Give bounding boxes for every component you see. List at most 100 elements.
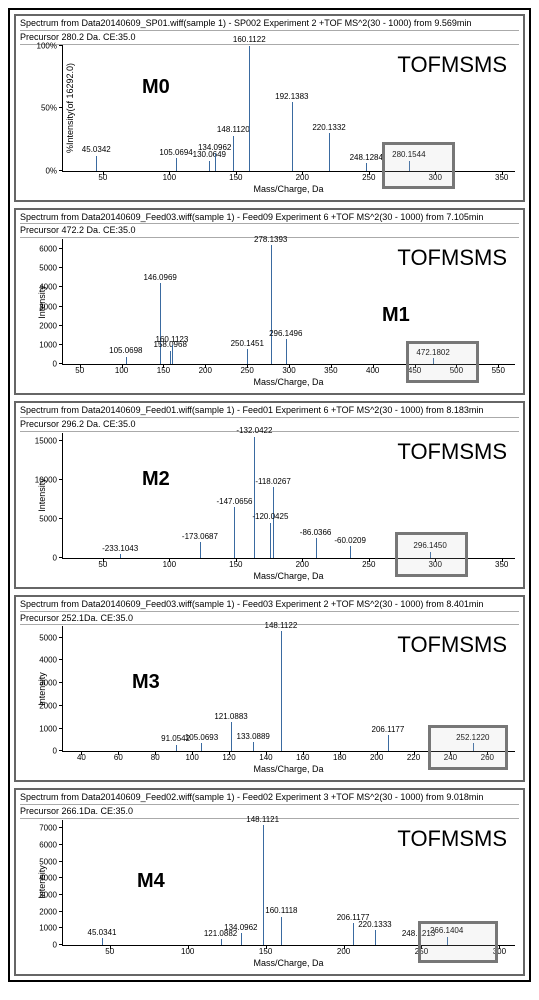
x-tick-label: 50 <box>75 366 84 375</box>
x-tick-label: 60 <box>114 753 123 762</box>
x-tick-label: 300 <box>493 947 506 956</box>
peak-label: 105.0698 <box>109 346 142 355</box>
peak-label: -60.0209 <box>334 536 366 545</box>
spectrum-panel-m3: Spectrum from Data20140609_Feed03.wiff(s… <box>14 595 525 783</box>
spectrum-peak <box>209 161 210 171</box>
y-tick-label: 1000 <box>39 724 57 733</box>
peak-label: 45.0341 <box>88 928 117 937</box>
y-tick-label: 1000 <box>39 340 57 349</box>
spectrum-peak <box>375 930 376 945</box>
spectrum-peak <box>281 917 282 945</box>
x-tick-label: 100 <box>163 560 176 569</box>
spectrum-peak <box>271 245 272 364</box>
x-tick-label: 550 <box>492 366 505 375</box>
x-tick-label: 80 <box>151 753 160 762</box>
x-tick-label: 240 <box>444 753 457 762</box>
spectrum-panel-m1: Spectrum from Data20140609_Feed03.wiff(s… <box>14 208 525 396</box>
x-axis-label: Mass/Charge, Da <box>253 571 323 581</box>
x-tick-label: 200 <box>337 947 350 956</box>
spectrum-peak <box>329 133 330 171</box>
panel-header-line1: Spectrum from Data20140609_Feed02.wiff(s… <box>20 792 519 805</box>
spectrum-panel-m4: Spectrum from Data20140609_Feed02.wiff(s… <box>14 788 525 976</box>
precursor-highlight-box <box>395 532 467 577</box>
x-tick-label: 150 <box>157 366 170 375</box>
y-tick-label: 2000 <box>39 321 57 330</box>
plot-region: Intensity0100020003000400050006000700050… <box>62 820 515 946</box>
spectrum-peak <box>254 437 255 558</box>
spectrum-peak <box>353 923 354 945</box>
peak-label: 133.0889 <box>237 732 270 741</box>
x-tick-label: 150 <box>259 947 272 956</box>
panel-header-line2: Precursor 280.2 Da. CE:35.0 <box>20 32 519 45</box>
peak-label: 45.0342 <box>82 145 111 154</box>
x-tick-label: 100 <box>185 753 198 762</box>
x-tick-label: 150 <box>229 173 242 182</box>
peak-label: 160.1118 <box>265 906 297 915</box>
x-tick-label: 260 <box>481 753 494 762</box>
peak-label: 206.1177 <box>372 725 405 734</box>
y-tick-label: 5000 <box>39 633 57 642</box>
peak-label: 160.1122 <box>233 35 266 44</box>
spectrum-peak <box>176 745 177 752</box>
chart-area: TOFMSMSM3Intensity0100020003000400050004… <box>62 626 515 776</box>
spectrum-peak <box>176 158 177 171</box>
x-tick-label: 300 <box>282 366 295 375</box>
peak-label: -132.0422 <box>236 426 272 435</box>
precursor-highlight-box <box>428 725 508 770</box>
y-tick-label: 50% <box>41 104 57 113</box>
y-tick-label: 4000 <box>39 656 57 665</box>
spectrum-panel-m0: Spectrum from Data20140609_SP01.wiff(sam… <box>14 14 525 202</box>
x-tick-label: 400 <box>366 366 379 375</box>
peak-label: 280.1544 <box>392 150 425 159</box>
chart-area: TOFMSMSM2Intensity0500010000150005010015… <box>62 433 515 583</box>
spectrum-peak <box>270 523 271 558</box>
spectrum-peak <box>221 939 222 945</box>
peak-label: 248.1284 <box>350 153 383 162</box>
x-tick-label: 250 <box>362 560 375 569</box>
x-axis-label: Mass/Charge, Da <box>253 377 323 387</box>
spectrum-peak <box>273 487 274 557</box>
y-tick-label: 7000 <box>39 824 57 833</box>
x-tick-label: 180 <box>333 753 346 762</box>
spectrum-peak <box>253 742 254 751</box>
y-tick-label: 0 <box>53 747 57 756</box>
spectrum-peak <box>200 542 201 558</box>
chart-area: TOFMSMSM1Intensity0100020003000400050006… <box>62 239 515 389</box>
spectrum-peak <box>126 357 127 365</box>
plot-region: Intensity0100020003000400050004060801001… <box>62 626 515 752</box>
spectrum-peak <box>281 631 282 751</box>
x-tick-label: 40 <box>77 753 86 762</box>
x-tick-label: 100 <box>181 947 194 956</box>
spectrum-peak <box>447 937 448 945</box>
y-tick-label: 100% <box>37 41 57 50</box>
y-tick-label: 6000 <box>39 244 57 253</box>
spectrum-peak <box>96 156 97 171</box>
spectrum-peak <box>433 358 434 364</box>
peak-label: 266.1404 <box>430 926 463 935</box>
peak-label: 148.1122 <box>265 621 298 630</box>
spectrum-peak <box>292 102 293 171</box>
spectrum-peak <box>201 743 202 751</box>
x-tick-label: 200 <box>296 173 309 182</box>
x-axis-label: Mass/Charge, Da <box>253 958 323 968</box>
x-tick-label: 250 <box>415 947 428 956</box>
spectrum-panel-m2: Spectrum from Data20140609_Feed01.wiff(s… <box>14 401 525 589</box>
spectrum-peak <box>241 933 242 945</box>
x-tick-label: 350 <box>495 173 508 182</box>
spectrum-peak <box>234 507 235 558</box>
peak-label: 220.1332 <box>312 123 345 132</box>
peak-label: -86.0366 <box>300 528 332 537</box>
spectrum-peak <box>473 743 474 751</box>
peak-label: 250.1451 <box>231 339 264 348</box>
x-tick-label: 450 <box>408 366 421 375</box>
y-tick-label: 4000 <box>39 283 57 292</box>
y-tick-label: 4000 <box>39 874 57 883</box>
spectrum-peak <box>366 163 367 171</box>
spectrum-peak <box>233 136 234 171</box>
peak-label: 296.1496 <box>269 329 302 338</box>
y-tick-label: 1000 <box>39 924 57 933</box>
x-tick-label: 250 <box>240 366 253 375</box>
plot-region: %Intensity(of 16292.0)0%50%100%501001502… <box>62 46 515 172</box>
x-tick-label: 50 <box>98 173 107 182</box>
peak-label: 252.1220 <box>456 733 489 742</box>
